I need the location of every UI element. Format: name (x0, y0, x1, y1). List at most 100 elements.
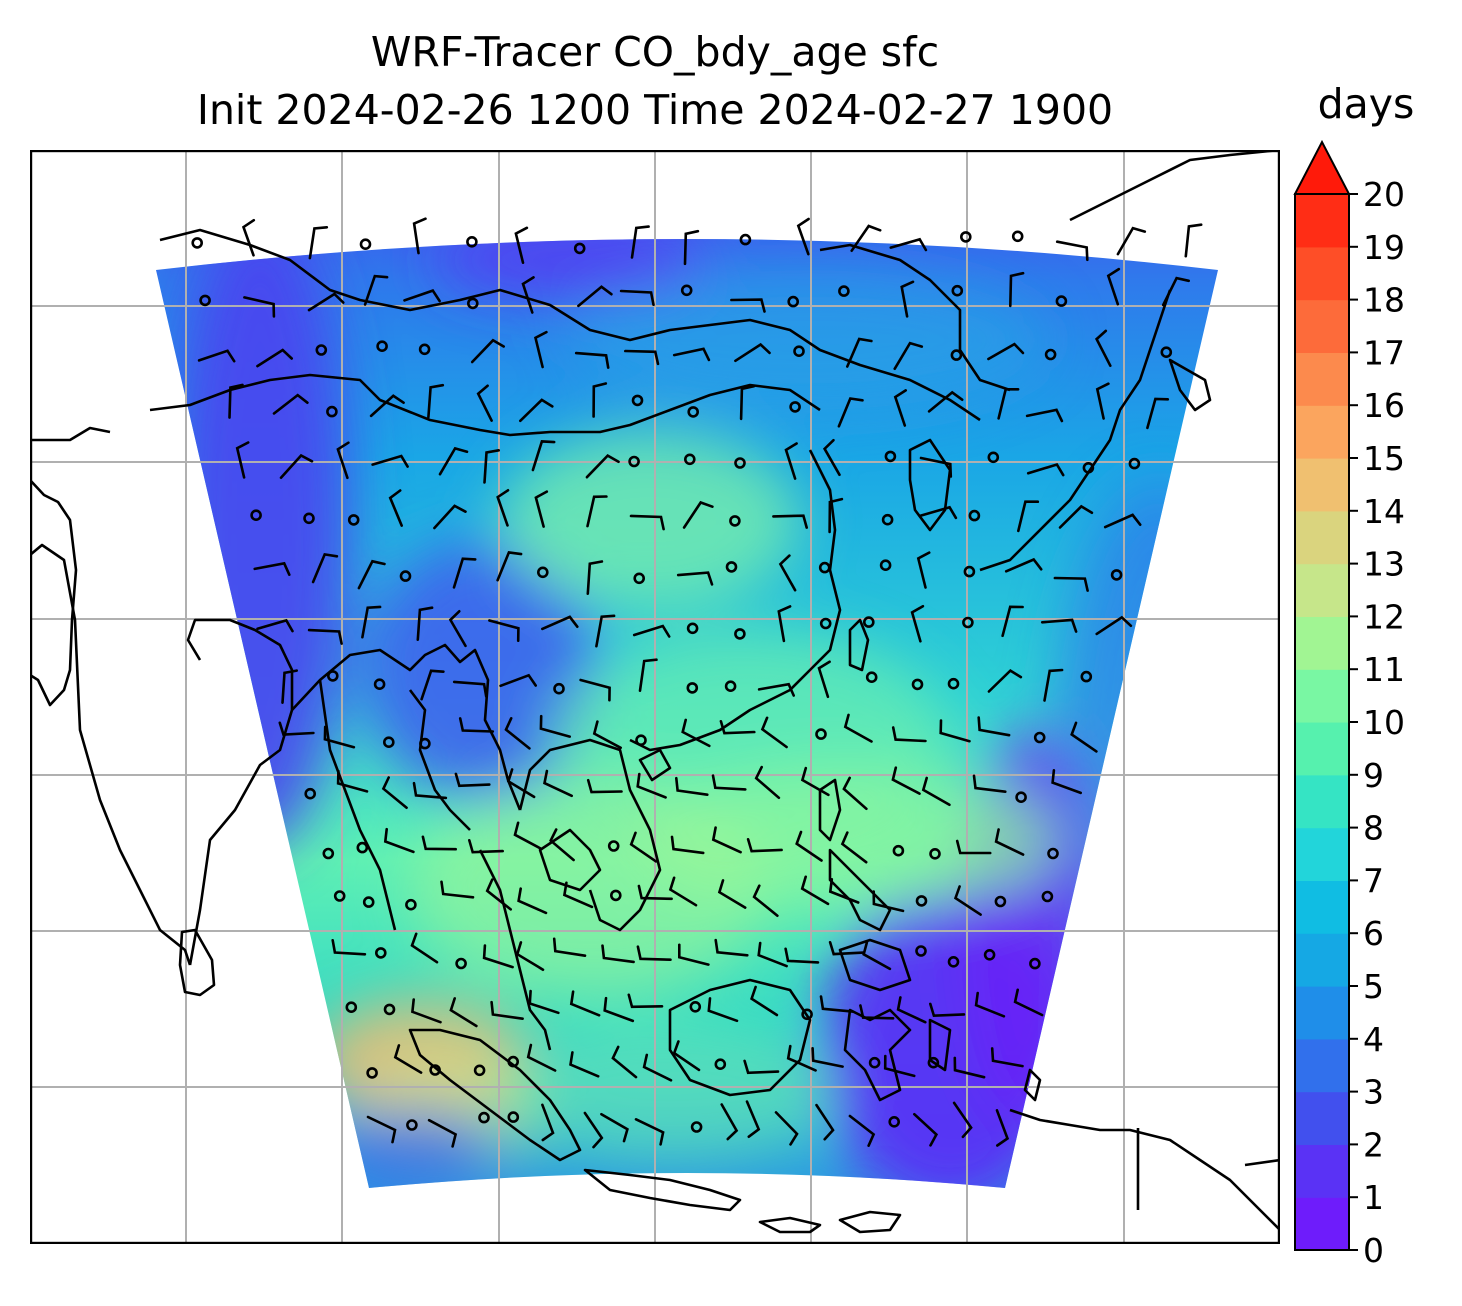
wind-barb (256, 618, 294, 633)
calm-wind-circle (383, 1003, 396, 1016)
wind-barb (953, 1056, 986, 1079)
wind-barb (488, 619, 520, 642)
wind-barb (828, 941, 865, 956)
wind-barb (987, 342, 1025, 361)
chart-title-line1: WRF-Tracer CO_bdy_age sfc (370, 28, 940, 76)
calm-wind-circle (793, 345, 805, 357)
colorbar-tick-label: 13 (1363, 545, 1405, 584)
wind-barb (228, 383, 244, 419)
calm-wind-circle (419, 737, 431, 750)
calm-wind-circle (915, 945, 927, 957)
colorbar-tick-label: 10 (1363, 703, 1405, 742)
wind-barb (519, 398, 554, 423)
wind-barb (421, 835, 457, 851)
wind-barb (1001, 605, 1024, 638)
wind-barb (955, 839, 992, 855)
wind-barb (357, 559, 386, 590)
wind-barb (760, 716, 788, 749)
calm-wind-circle (892, 844, 905, 857)
calm-wind-circle (1015, 791, 1027, 804)
calm-wind-circle (635, 734, 647, 747)
wind-barb (859, 1004, 895, 1020)
wind-barb (388, 489, 403, 527)
wind-barb (452, 557, 477, 589)
wind-barb (336, 769, 369, 793)
calm-wind-circle (536, 566, 549, 579)
colorbar-tick-label: 19 (1363, 228, 1405, 267)
calm-wind-circle (333, 890, 346, 902)
wind-barb (504, 717, 531, 750)
wind-barb (670, 835, 705, 855)
colorbar-label: days (1317, 80, 1415, 128)
calm-wind-circle (888, 1115, 901, 1128)
wind-barb (448, 610, 467, 648)
colorbar-band (1295, 1038, 1349, 1093)
calm-wind-circle (1044, 348, 1057, 361)
calm-wind-circle (345, 1001, 358, 1014)
wind-barb (393, 1044, 423, 1074)
colorbar-tick-label: 1 (1363, 1178, 1384, 1217)
calm-wind-circle (362, 896, 375, 908)
wind-barb (531, 440, 556, 472)
calm-wind-circle (1055, 295, 1068, 307)
wind-barb (842, 776, 868, 811)
wind-barb (552, 937, 587, 957)
wind-barb (361, 605, 382, 639)
wind-barb (1058, 504, 1094, 529)
wind-barb (1095, 382, 1110, 420)
wind-barb (681, 718, 711, 748)
wind-barb (619, 289, 655, 306)
colorbar-band (1295, 246, 1349, 301)
wind-barb (241, 218, 256, 257)
wind-barb (719, 720, 756, 735)
calm-wind-circle (987, 451, 1000, 464)
wind-barb (1103, 513, 1142, 529)
colorbar-band (1295, 1144, 1349, 1198)
colorbar-band (1295, 827, 1349, 881)
calm-wind-circle (1128, 457, 1141, 470)
wind-barb (843, 713, 873, 743)
calm-wind-circle (478, 1111, 490, 1124)
calm-wind-circle (884, 450, 897, 463)
calm-wind-circle (680, 284, 693, 297)
colorbar-tick-label: 15 (1363, 439, 1405, 478)
colorbar-band (1295, 616, 1349, 670)
wind-barb (485, 878, 512, 911)
calm-wind-circle (399, 570, 412, 582)
wind-barb (583, 1111, 604, 1149)
colorbar-band (1295, 299, 1349, 353)
calm-wind-circle (607, 840, 620, 852)
map-plot (30, 150, 1280, 1244)
wind-barb (412, 217, 427, 255)
wind-barb (846, 337, 873, 368)
wind-barb (1146, 397, 1170, 430)
wind-barb (574, 351, 610, 369)
calm-wind-circle (406, 1119, 418, 1131)
wind-barb (672, 347, 711, 362)
calm-wind-circle (865, 671, 878, 684)
wind-barb (784, 442, 798, 480)
calm-wind-circle (455, 957, 467, 970)
calm-wind-circle (818, 561, 831, 574)
calm-wind-circle (628, 455, 640, 468)
wind-barb (1095, 615, 1133, 636)
calm-wind-circle (347, 514, 360, 526)
wind-barb (278, 721, 315, 736)
wind-barb (1161, 276, 1190, 307)
calm-wind-circle (787, 295, 800, 308)
wind-barb (893, 389, 907, 427)
wind-barb (1004, 557, 1043, 573)
wind-barb (995, 1109, 1010, 1147)
wind-barb (427, 383, 445, 419)
calm-wind-circle (950, 349, 963, 361)
wind-barb (514, 226, 529, 264)
wind-barb (499, 673, 537, 688)
colorbar-band (1295, 986, 1349, 1040)
wind-barb (711, 774, 747, 791)
wind-barb (279, 453, 314, 479)
wind-barb (921, 776, 951, 807)
wind-barb (837, 397, 864, 428)
wind-barb (281, 669, 298, 704)
wind-barb (592, 720, 622, 750)
calm-wind-circle (1011, 230, 1024, 243)
